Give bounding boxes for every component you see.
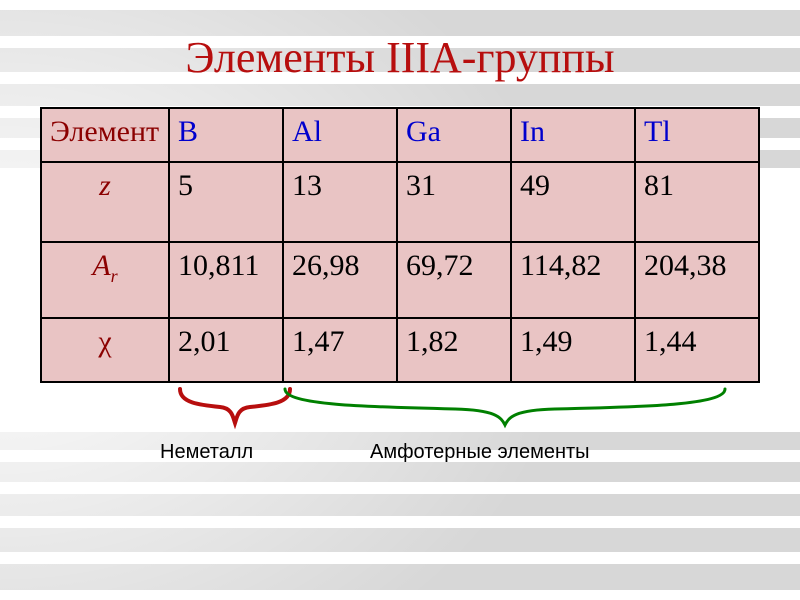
cell: 1,47: [283, 318, 397, 382]
cell: 1,44: [635, 318, 759, 382]
amphoteric-brace-icon: [275, 383, 735, 443]
cell: 26,98: [283, 242, 397, 318]
cell: Al: [283, 108, 397, 162]
nonmetal-label: Неметалл: [160, 441, 253, 464]
cell: In: [511, 108, 635, 162]
row-label: z: [41, 162, 169, 242]
cell: 204,38: [635, 242, 759, 318]
table-row: χ 2,01 1,47 1,82 1,49 1,44: [41, 318, 759, 382]
cell: 81: [635, 162, 759, 242]
cell: B: [169, 108, 283, 162]
cell: 49: [511, 162, 635, 242]
cell: 2,01: [169, 318, 283, 382]
row-label: Элемент: [41, 108, 169, 162]
cell: 5: [169, 162, 283, 242]
cell: 10,811: [169, 242, 283, 318]
cell: 1,82: [397, 318, 511, 382]
ar-symbol: A: [92, 249, 110, 282]
amphoteric-label: Амфотерные элементы: [370, 441, 590, 464]
cell: 1,49: [511, 318, 635, 382]
cell: 31: [397, 162, 511, 242]
cell: Tl: [635, 108, 759, 162]
cell: Ga: [397, 108, 511, 162]
table-row: z 5 13 31 49 81: [41, 162, 759, 242]
table-row: Ar 10,811 26,98 69,72 114,82 204,38: [41, 242, 759, 318]
cell: 114,82: [511, 242, 635, 318]
cell: 69,72: [397, 242, 511, 318]
cell: 13: [283, 162, 397, 242]
ar-subscript: r: [111, 266, 118, 286]
elements-table: Элемент B Al Ga In Tl z 5 13 31 49 81 Ar…: [40, 107, 760, 383]
annotation-layer: Неметалл Амфотерные элементы: [0, 383, 800, 543]
row-label: Ar: [41, 242, 169, 318]
page-title: Элементы IIIА-группы: [0, 32, 800, 83]
row-label: χ: [41, 318, 169, 382]
table-row: Элемент B Al Ga In Tl: [41, 108, 759, 162]
